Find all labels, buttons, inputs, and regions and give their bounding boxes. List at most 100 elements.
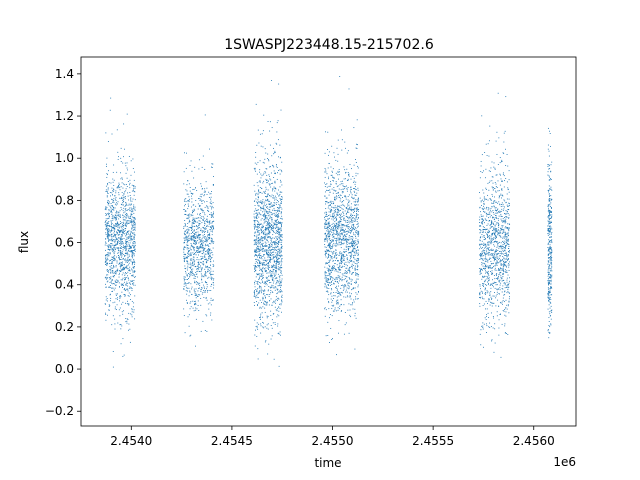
data-point	[126, 244, 128, 246]
data-point	[270, 206, 272, 208]
data-point	[191, 258, 193, 260]
data-point	[111, 237, 113, 239]
data-point	[347, 172, 349, 174]
data-point	[328, 245, 330, 247]
data-point	[128, 268, 130, 270]
data-point	[330, 200, 332, 202]
data-point	[204, 290, 206, 292]
data-point	[212, 247, 214, 249]
data-point	[354, 188, 356, 190]
data-point	[187, 193, 189, 195]
data-point	[119, 250, 121, 252]
data-point	[115, 204, 117, 206]
data-point	[273, 241, 275, 242]
data-point	[193, 248, 195, 250]
data-point	[330, 269, 332, 271]
data-point	[346, 241, 348, 243]
data-point	[207, 269, 209, 271]
data-point	[108, 239, 109, 241]
data-point	[338, 224, 340, 226]
data-point	[276, 260, 277, 262]
data-point	[189, 262, 191, 264]
data-point	[333, 298, 335, 299]
data-point	[134, 234, 136, 236]
data-point	[210, 243, 212, 245]
data-point	[270, 238, 272, 240]
data-point	[134, 238, 135, 240]
data-point	[269, 130, 271, 132]
data-point	[272, 237, 274, 239]
data-point	[211, 251, 213, 253]
data-point	[184, 213, 186, 215]
data-point	[336, 233, 338, 235]
data-point	[325, 224, 327, 226]
data-point	[258, 273, 260, 275]
data-point	[329, 244, 330, 246]
data-point	[268, 244, 270, 245]
data-point	[105, 312, 107, 314]
data-point	[331, 170, 333, 172]
data-point	[109, 229, 110, 231]
data-point	[132, 219, 134, 221]
data-point	[351, 250, 353, 251]
data-point	[133, 267, 135, 269]
data-point	[331, 308, 333, 310]
data-point	[108, 286, 110, 288]
data-point	[281, 278, 283, 280]
data-point	[188, 221, 190, 223]
data-point	[184, 233, 186, 235]
data-point	[262, 226, 264, 228]
data-point	[113, 200, 115, 202]
data-point	[268, 300, 270, 302]
data-point	[266, 217, 268, 219]
data-point	[266, 251, 268, 253]
data-point	[266, 245, 268, 247]
data-point	[114, 234, 116, 236]
data-point	[279, 231, 281, 233]
data-point	[331, 301, 333, 303]
data-point	[204, 249, 205, 251]
data-point	[116, 187, 118, 189]
data-point	[342, 224, 343, 225]
data-point	[280, 196, 282, 197]
data-point	[355, 204, 357, 206]
data-point	[334, 278, 336, 280]
data-point	[274, 289, 276, 291]
data-point	[330, 204, 331, 206]
data-point	[111, 244, 113, 246]
data-point	[345, 284, 346, 286]
data-point	[196, 281, 198, 283]
data-point	[272, 291, 274, 293]
data-point	[328, 205, 330, 207]
data-point	[192, 237, 194, 239]
data-point	[112, 190, 114, 192]
data-point	[198, 251, 200, 253]
data-point	[208, 237, 210, 239]
data-point	[184, 225, 186, 227]
data-point	[129, 269, 131, 271]
data-point	[334, 229, 336, 231]
data-point	[332, 192, 334, 194]
data-point	[269, 271, 271, 273]
data-point	[128, 295, 130, 297]
data-point	[338, 268, 340, 270]
data-point	[115, 256, 117, 258]
data-point	[212, 279, 214, 281]
data-point	[258, 254, 259, 256]
data-point	[329, 203, 331, 205]
data-point	[193, 177, 195, 179]
data-point	[115, 199, 117, 201]
data-point	[188, 282, 190, 283]
data-point	[112, 217, 114, 219]
data-point	[270, 183, 272, 184]
data-point	[280, 236, 282, 238]
data-point	[186, 217, 188, 219]
data-point	[277, 314, 279, 316]
data-point	[355, 147, 357, 149]
data-point	[131, 200, 133, 202]
data-point	[198, 238, 200, 240]
data-point	[340, 181, 342, 183]
data-point	[183, 242, 185, 244]
data-point	[213, 284, 215, 286]
data-point	[125, 246, 127, 247]
